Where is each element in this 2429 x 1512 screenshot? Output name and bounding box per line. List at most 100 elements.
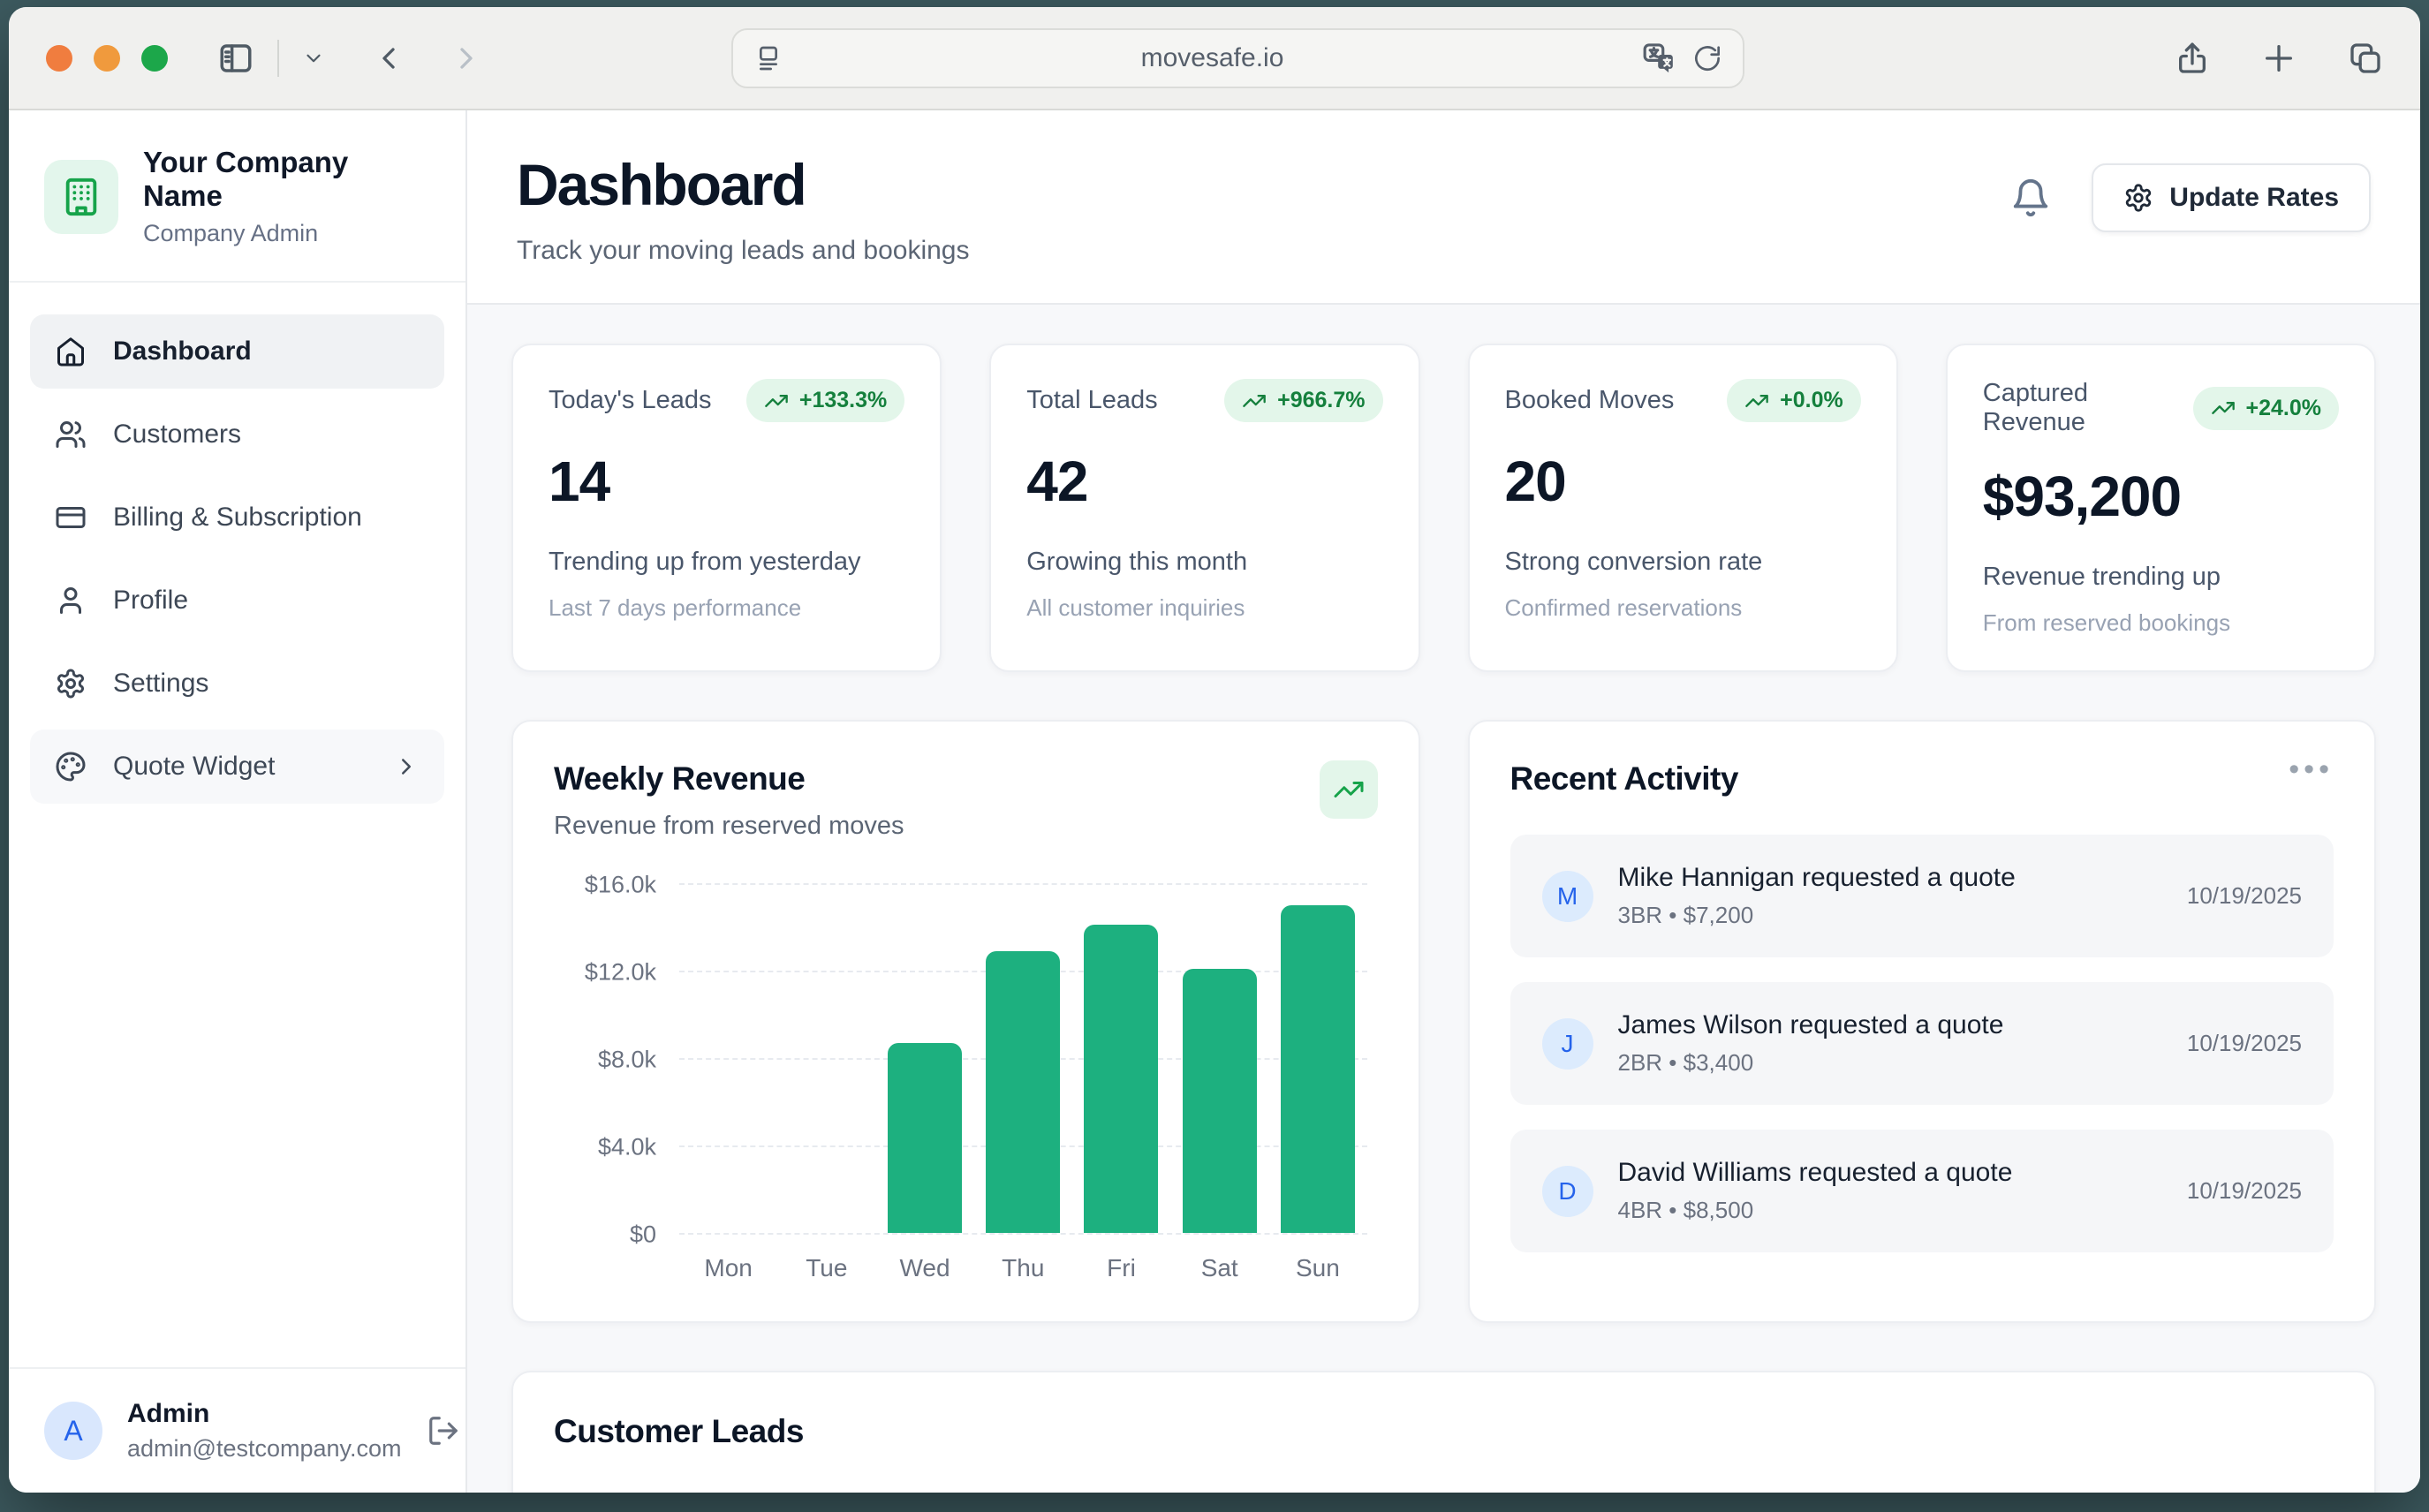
sidebar-item-profile[interactable]: Profile (30, 563, 444, 638)
sidebar-item-label: Dashboard (113, 336, 252, 366)
activity-list: M Mike Hannigan requested a quote 3BR • $7… (1510, 835, 2334, 1252)
y-axis-tick: $8.0k (597, 1046, 656, 1073)
trending-up-icon (1243, 394, 1266, 407)
x-axis-label: Sun (1296, 1254, 1340, 1281)
sidebar-item-quote-widget[interactable]: Quote Widget (30, 730, 444, 804)
update-rates-label: Update Rates (2169, 183, 2339, 212)
building-icon (65, 178, 97, 215)
company-header: Your Company Name Company Admin (9, 110, 465, 283)
close-button[interactable] (46, 44, 72, 72)
activity-row: J James Wilson requested a quote 2BR • $3,… (1510, 982, 2334, 1105)
trend-badge: +966.7% (1224, 379, 1383, 422)
bar-slot-thu (974, 883, 1072, 1233)
sidebar-nav: Dashboard Customers Billing & Subscription… (9, 283, 465, 835)
browser-window: movesafe.io Your Company Name Company Ad… (9, 7, 2420, 1493)
activity-text: David Williams requested a quote (1617, 1158, 2013, 1187)
minimize-button[interactable] (94, 44, 120, 72)
stat-trend-text: Growing this month (1026, 548, 1248, 576)
browser-toolbar: movesafe.io (9, 7, 2420, 110)
trend-badge: +24.0% (2192, 386, 2339, 430)
chevron-left-icon (382, 47, 395, 69)
tab-overview-icon[interactable] (2348, 41, 2383, 76)
chart-title: Weekly Revenue (554, 760, 806, 797)
page-title: Dashboard (517, 152, 807, 217)
sidebar-item-settings[interactable]: Settings (30, 646, 444, 721)
user-section: A Admin admin@testcompany.com (9, 1367, 465, 1493)
bar-wed (888, 1042, 963, 1233)
page-header: Dashboard Track your moving leads and bo… (467, 110, 2420, 305)
stat-caption: All customer inquiries (1026, 594, 1245, 621)
gridline: $16.0k (585, 872, 1367, 898)
sidebar-item-dashboard[interactable]: Dashboard (30, 314, 444, 389)
stat-label: Captured Revenue (1982, 379, 2089, 436)
reader-icon[interactable] (754, 44, 783, 72)
main-area: Dashboard Track your moving leads and bo… (467, 110, 2420, 1493)
new-tab-icon[interactable] (2261, 41, 2297, 76)
toolbar-divider (277, 39, 279, 77)
activity-avatar: J (1541, 1017, 1593, 1070)
gear-icon (57, 669, 84, 699)
credit-card-icon (56, 507, 86, 528)
trend-badge-value: +24.0% (2245, 395, 2322, 420)
translate-icon[interactable] (1642, 42, 1676, 75)
chevron-down-icon (306, 54, 321, 62)
address-bar[interactable]: movesafe.io (731, 28, 1744, 88)
bar-sun (1280, 904, 1355, 1233)
users-icon (56, 421, 86, 448)
chevron-right-icon (402, 759, 411, 775)
update-rates-button[interactable]: Update Rates (2092, 163, 2371, 232)
activity-detail: 2BR • $3,400 (1617, 1049, 1754, 1076)
y-axis-tick: $16.0k (584, 871, 656, 898)
reload-icon[interactable] (1693, 44, 1721, 72)
activity-detail: 3BR • $7,200 (1617, 902, 1754, 928)
user-icon (55, 585, 87, 616)
stat-label: Today's Leads (549, 386, 712, 414)
trend-badge-value: +966.7% (1277, 388, 1366, 412)
recent-activity-card: Recent Activity ••• M Mike Hannigan reque… (1467, 720, 2376, 1323)
sidebar-toggle-icon[interactable] (217, 40, 254, 77)
stat-value: 14 (549, 450, 610, 513)
activity-row: D David Williams requested a quote 4BR • $… (1510, 1130, 2334, 1252)
sidebar-item-customers[interactable]: Customers (30, 397, 444, 472)
home-icon (57, 337, 84, 367)
gear-icon (55, 668, 87, 699)
bar-sat (1182, 968, 1257, 1233)
maximize-button[interactable] (141, 44, 168, 72)
chevron-down-icon[interactable] (302, 47, 325, 70)
trend-badge-value: +133.3% (798, 388, 888, 412)
sidebar-item-label: Quote Widget (113, 752, 276, 781)
activity-row: M Mike Hannigan requested a quote 3BR • $7… (1510, 835, 2334, 957)
activity-title: Recent Activity (1510, 760, 1739, 797)
back-icon[interactable] (371, 41, 406, 76)
bell-icon[interactable] (2010, 178, 2051, 218)
trending-up-icon (2211, 402, 2235, 414)
stat-trend-text: Trending up from yesterday (549, 548, 861, 576)
panel-icon (220, 43, 252, 72)
stat-caption: Last 7 days performance (549, 594, 802, 621)
trending-up-icon (1744, 389, 1769, 413)
sidebar-item-billing-subscription[interactable]: Billing & Subscription (30, 480, 444, 555)
stat-value: $93,200 (1982, 465, 2182, 528)
activity-avatar: M (1541, 870, 1593, 922)
trend-badge: +0.0% (1727, 379, 1861, 422)
sidebar: Your Company Name Company Admin Dashboar… (9, 110, 467, 1493)
stat-trend-text: Strong conversion rate (1504, 548, 1763, 576)
url-text[interactable]: movesafe.io (1140, 43, 1284, 72)
trend-badge-value: +0.0% (1780, 388, 1843, 412)
trend-badge: +133.3% (745, 379, 905, 422)
activity-text: Mike Hannigan requested a quote (1617, 863, 2016, 892)
stat-caption: Confirmed reservations (1504, 594, 1743, 621)
dashboard-content: Today's Leads +133.3% 14 Trending up from y… (467, 305, 2420, 1493)
customer-leads-title: Customer Leads (554, 1413, 804, 1449)
stat-label: Booked Moves (1504, 386, 1675, 414)
share-icon[interactable] (2175, 41, 2210, 76)
sidebar-item-label: Profile (113, 586, 189, 615)
logout-icon[interactable] (427, 1414, 460, 1448)
more-menu-icon[interactable]: ••• (2289, 752, 2334, 786)
user-email: admin@testcompany.com (127, 1435, 402, 1462)
sidebar-item-label: Customers (113, 420, 242, 449)
bar-series (679, 883, 1367, 1233)
gridline: $0 (630, 1221, 1367, 1248)
bar-slot-tue (777, 883, 875, 1233)
sidebar-item-label: Billing & Subscription (113, 503, 362, 532)
